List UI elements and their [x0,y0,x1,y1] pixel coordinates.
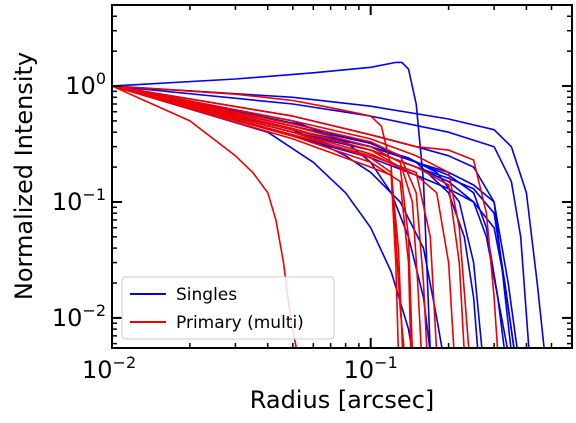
series-line-26 [112,85,438,348]
series-line-1 [112,85,545,348]
series-line-25 [112,85,465,348]
ticks-layer: 10−2 10−1 100 10−1 10−2 [52,4,573,384]
y-axis-label: Normalized Intensity [10,52,38,300]
series-line-18 [112,85,428,348]
legend-label-singles: Singles [176,285,237,305]
x-axis-label: Radius [arcsec] [250,386,435,414]
series-line-19 [112,85,422,348]
y-tick-label-1: 10−1 [52,185,106,216]
series-line-2 [112,85,530,348]
series-line-11 [112,85,431,348]
x-tick-label-1: 10−1 [344,353,398,384]
legend-label-primary: Primary (multi) [176,313,304,333]
series-line-0 [112,61,431,348]
legend-box [121,276,335,340]
x-tick-label-0: 10−2 [82,353,136,384]
y-tick-label-0: 100 [65,69,106,100]
series-line-10 [112,85,413,348]
plot-frame [111,4,573,349]
series-line-24 [112,85,412,348]
series-layer [112,61,545,348]
series-line-8 [112,85,509,348]
series-line-17 [112,85,470,348]
y-tick-label-2: 10−2 [52,301,106,332]
series-line-15 [112,85,405,348]
series-line-22 [112,85,400,348]
series-line-16 [112,85,499,348]
legend: Singles Primary (multi) [121,276,335,340]
series-line-20 [112,85,414,348]
